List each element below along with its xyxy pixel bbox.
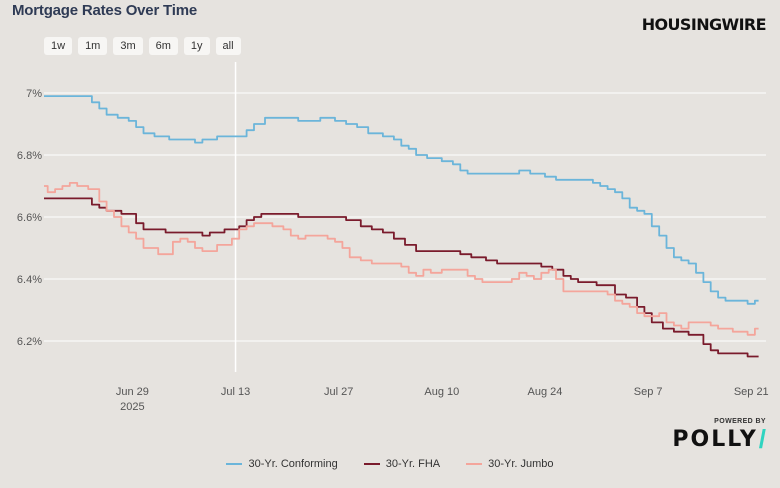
polly-wordmark: POLLY — [672, 426, 758, 452]
x-tick-label: Jun 29 — [116, 386, 149, 398]
powered-by-label: POWERED BY — [714, 418, 766, 425]
gridlines — [44, 92, 766, 342]
legend-swatch-conforming — [226, 463, 243, 465]
y-tick-label: 6.6% — [17, 212, 42, 224]
y-axis: 6.2% 6.4% 6.6% 6.8% 7% — [17, 88, 42, 348]
range-button-1y[interactable]: 1y — [183, 37, 210, 55]
series-line-fha[interactable] — [44, 197, 759, 358]
x-tick-year-label: 2025 — [120, 401, 144, 413]
legend: 30-Yr. Conforming 30-Yr. FHA 30-Yr. Jumb… — [0, 458, 780, 470]
y-tick-label: 6.4% — [17, 274, 42, 286]
y-tick-label: 6.2% — [17, 336, 42, 348]
range-button-1m[interactable]: 1m — [78, 37, 108, 55]
x-tick-label: Sep 21 — [734, 386, 769, 398]
range-button-3m[interactable]: 3m — [113, 37, 143, 55]
range-button-6m[interactable]: 6m — [148, 37, 178, 55]
legend-item-jumbo[interactable]: 30-Yr. Jumbo — [466, 458, 554, 470]
series-line-jumbo[interactable] — [44, 182, 759, 336]
legend-swatch-fha — [363, 463, 380, 465]
series-line-conforming[interactable] — [44, 95, 759, 305]
chart-title: Mortgage Rates Over Time — [12, 2, 197, 19]
legend-swatch-jumbo — [466, 463, 483, 465]
x-tick-label: Jul 13 — [221, 386, 250, 398]
legend-label-fha: 30-Yr. FHA — [385, 458, 441, 470]
range-button-1w[interactable]: 1w — [44, 37, 73, 55]
range-selector: 1w 1m 3m 6m 1y all — [44, 37, 241, 55]
x-axis: Jun 29 2025 Jul 13 Jul 27 Aug 10 Aug 24 Sep 7 S… — [116, 386, 769, 413]
legend-item-fha[interactable]: 30-Yr. FHA — [363, 458, 441, 470]
polly-badge[interactable]: POWERED BY POLLY / — [654, 418, 766, 452]
legend-label-jumbo: 30-Yr. Jumbo — [488, 458, 554, 470]
legend-label-conforming: 30-Yr. Conforming — [248, 458, 338, 470]
y-tick-label: 7% — [26, 88, 42, 100]
series-lines — [44, 95, 759, 358]
x-tick-label: Jul 27 — [324, 386, 353, 398]
polly-logo: POLLY / — [654, 426, 766, 452]
x-tick-label: Aug 24 — [528, 386, 563, 398]
legend-item-conforming[interactable]: 30-Yr. Conforming — [226, 458, 338, 470]
x-tick-label: Sep 7 — [634, 386, 663, 398]
y-tick-label: 6.8% — [17, 150, 42, 162]
housingwire-logo[interactable]: HOUSINGWIRE — [641, 15, 767, 34]
range-button-all[interactable]: all — [215, 37, 241, 55]
polly-slash-icon: / — [758, 424, 766, 454]
x-tick-label: Aug 10 — [424, 386, 459, 398]
